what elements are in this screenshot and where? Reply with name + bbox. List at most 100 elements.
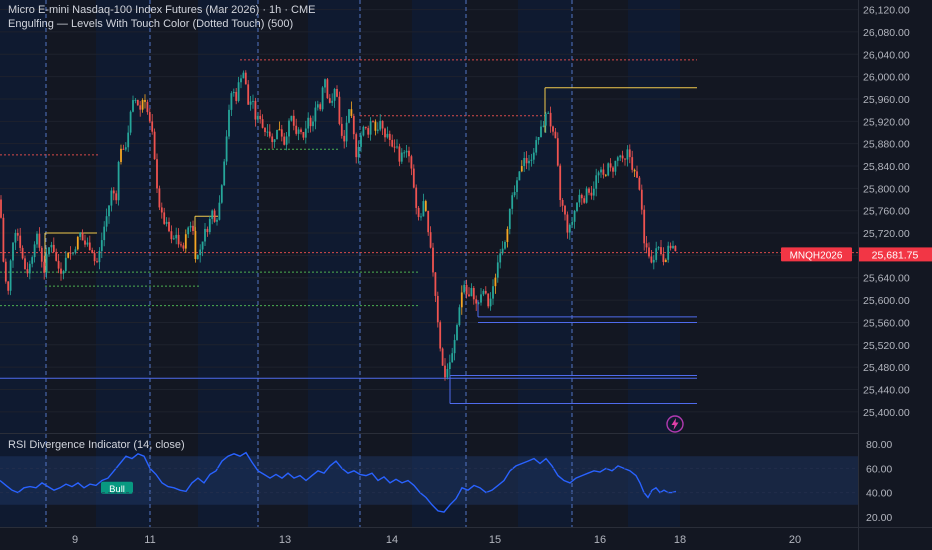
candle-body [580,194,583,199]
candle-body [400,152,403,162]
candle-body [175,234,178,239]
candle-body [312,121,314,127]
candle-body [165,221,168,224]
candle-body [496,262,499,278]
bull-label-box [101,481,133,494]
candle-body [441,348,444,366]
candle-body [235,91,238,101]
pane-separator[interactable] [0,433,858,434]
price-tick-label: 25,800.00 [863,183,910,195]
candle-body [160,207,163,213]
candle-body [403,152,406,154]
candle-body [607,163,610,176]
candle-body [559,165,562,200]
candle-body [48,247,50,255]
candle-body [304,128,307,138]
candle-body [170,231,173,240]
candle-body [532,152,535,160]
candle-body [480,294,482,303]
candle-body [57,260,60,269]
candle-body [309,117,312,127]
candle-body [434,272,437,296]
candle-body [331,100,334,103]
candle-body [578,194,581,203]
candle-body [302,131,305,138]
candle-body [636,171,638,178]
price-tick-label: 25,560.00 [863,317,910,329]
candle-body [127,132,130,148]
candle-body [530,159,533,161]
candle-body [484,290,487,294]
candle-body [88,242,91,251]
candle-body [660,247,662,255]
candle-body [252,100,254,102]
candle-body [196,255,199,260]
indicator-title[interactable]: Engulfing — Levels With Touch Color (Dot… [8,18,294,30]
candle-body [158,188,161,208]
candle-body [475,299,478,304]
candle-body [184,234,187,249]
candle-body [376,129,379,131]
candle-body [129,111,132,133]
price-tick-label: 25,480.00 [863,362,910,374]
candle-body [12,242,14,261]
chart-title[interactable]: Micro E-mini Nasdaq-100 Index Futures (M… [8,4,316,16]
candle-body [626,149,629,160]
candle-body [163,212,166,224]
candle-body [120,148,122,162]
candle-body [211,210,214,219]
candle-body [640,189,643,210]
candle-body [321,87,324,110]
session-shade [96,0,150,433]
candle-body [240,78,242,83]
candle-body [108,205,110,217]
candle-body [645,243,648,248]
price-tick-label: 25,960.00 [863,94,910,106]
candle-body [367,128,370,135]
candle-body [391,139,394,147]
candle-body [290,115,293,121]
time-tick-label: 11 [144,534,155,546]
candle-body [393,146,396,148]
price-tick-label: 25,600.00 [863,295,910,307]
price-tick-label: 25,720.00 [863,228,910,240]
candle-body [525,157,528,164]
time-tick-label: 9 [72,534,78,546]
candle-body [242,72,245,79]
candle-body [451,353,454,363]
candle-body [489,298,492,307]
candle-body [225,136,228,162]
candle-body [141,99,144,110]
time-tick-label: 14 [386,534,398,546]
candle-body [333,88,336,101]
candle-body [592,188,595,196]
candle-body [285,136,288,145]
candle-body [261,119,264,128]
candle-body [504,241,506,249]
symbol-badge-label: MNQH2026 [790,250,843,261]
time-tick-label: 18 [674,534,686,546]
session-shade [96,434,150,527]
candle-body [244,72,247,85]
candle-body [31,257,34,264]
candle-body [100,240,103,252]
candle-body [662,254,665,263]
rsi-tick-label: 20.00 [866,512,892,524]
candle-body [194,230,197,260]
candle-body [14,232,17,243]
price-tick-label: 25,640.00 [863,273,910,285]
candle-body [415,187,418,208]
lightning-icon[interactable] [665,414,685,434]
session-shade [628,434,680,527]
price-tick-label: 26,120.00 [863,5,910,17]
candle-body [148,112,151,122]
rsi-tick-label: 80.00 [866,439,892,451]
candle-body [307,117,310,129]
candle-body [2,217,5,262]
rsi-indicator-title[interactable]: RSI Divergence Indicator (14, close) [8,439,185,451]
candle-body [501,248,504,254]
candle-body [237,82,240,101]
candle-body [16,232,19,236]
candle-body [86,242,89,245]
